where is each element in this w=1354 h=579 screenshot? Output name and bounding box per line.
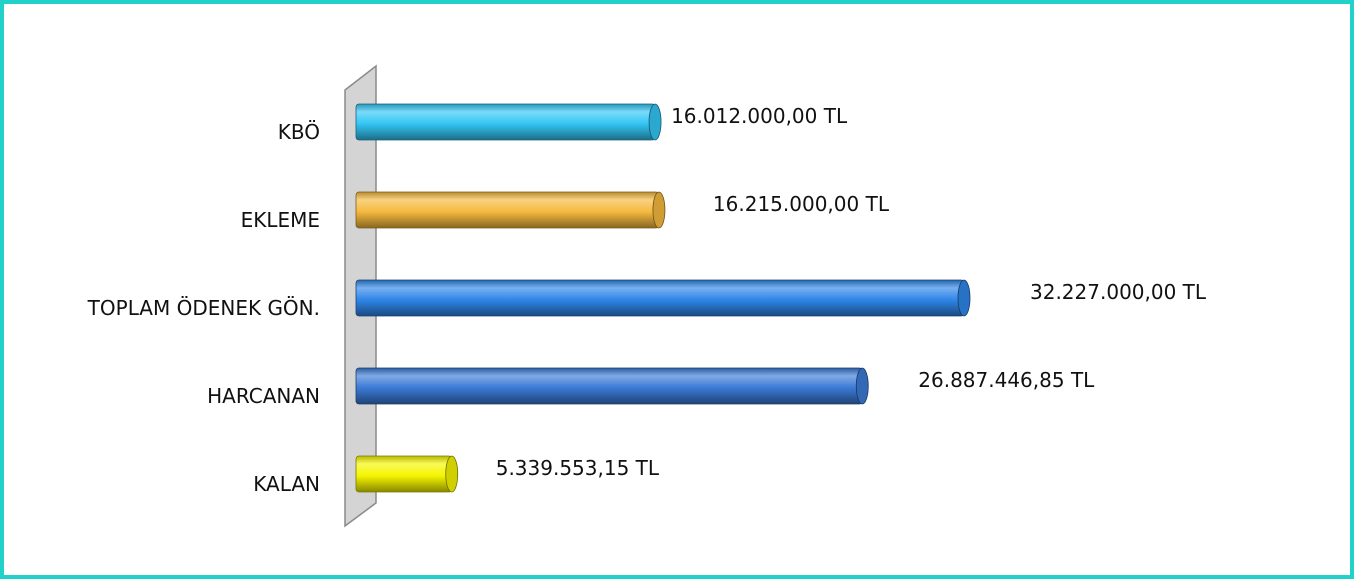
bar-end-cap [957,279,971,317]
bar-0 [355,103,662,141]
category-label: KALAN [253,472,320,496]
bar-2 [355,279,971,317]
bar-body [355,103,656,141]
data-label: 26.887.446,85 TL [918,368,1095,392]
bar-body [355,191,660,229]
data-label: 16.215.000,00 TL [713,192,890,216]
bars-group [355,103,971,493]
bar-4 [355,455,459,493]
bar-3 [355,367,869,405]
bar-end-cap [445,455,459,493]
category-label: TOPLAM ÖDENEK GÖN. [87,296,320,320]
bar-end-cap [648,103,662,141]
data-label: 16.012.000,00 TL [671,104,848,128]
data-label: 32.227.000,00 TL [1030,280,1207,304]
category-label: HARCANAN [207,384,320,408]
bar-end-cap [855,367,869,405]
bar-body [355,367,863,405]
category-label: KBÖ [278,120,320,144]
bar-end-cap [652,191,666,229]
bar-body [355,455,453,493]
labels-group: KBÖ 16.012.000,00 TL EKLEME 16.215.000,00 T… [87,104,1207,496]
data-label: 5.339.553,15 TL [496,456,660,480]
bar-body [355,279,965,317]
bar-1 [355,191,666,229]
category-label: EKLEME [241,208,320,232]
